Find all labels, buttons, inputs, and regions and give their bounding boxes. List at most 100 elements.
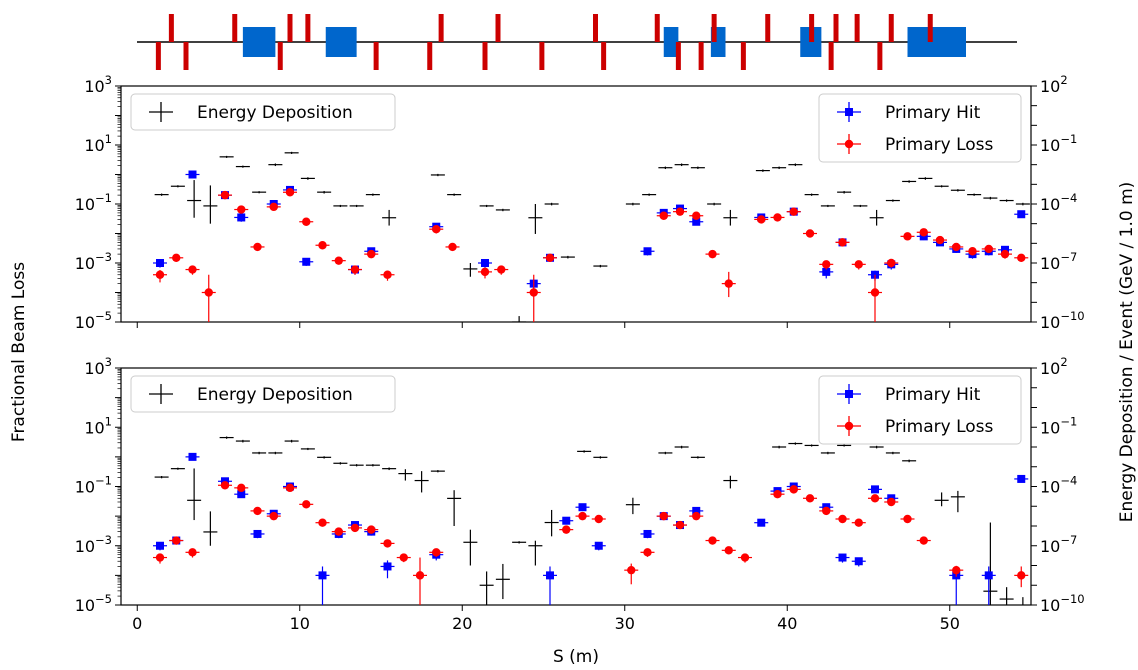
loss-point [721, 546, 736, 555]
loss-marker [952, 242, 961, 252]
loss-marker [708, 536, 717, 545]
loss-marker [740, 553, 750, 562]
loss-point [640, 548, 655, 557]
loss-point [786, 207, 801, 216]
left-tick-label: 101 [84, 132, 112, 155]
hit-marker [188, 452, 197, 461]
energy-point [788, 163, 803, 167]
quadrupole-magnet [373, 42, 379, 70]
energy-point [983, 196, 998, 200]
hit-point [981, 566, 996, 605]
dipole-magnet [325, 27, 357, 57]
quadrupole-magnet [593, 14, 598, 42]
right-tick-exponent: −1 [1060, 132, 1077, 146]
loss-marker [659, 511, 668, 521]
energy-point [885, 199, 900, 202]
loss-marker [172, 253, 181, 263]
left-tick-exponent: 1 [105, 132, 112, 146]
loss-point [169, 536, 184, 545]
hit-marker [692, 217, 701, 226]
loss-point [185, 548, 200, 558]
x-tick-label: 0 [132, 614, 142, 633]
right-tick-label: 10−10 [1040, 309, 1085, 332]
loss-marker [708, 249, 717, 259]
loss-marker [285, 483, 295, 493]
hit-marker [594, 541, 603, 550]
loss-point [916, 536, 931, 545]
energy-point [885, 451, 900, 455]
hit-marker [1017, 474, 1026, 483]
loss-marker [237, 205, 246, 214]
loss-marker [757, 215, 766, 224]
loss-marker [854, 518, 863, 527]
loss-marker [675, 520, 685, 530]
quadrupole-magnet [698, 42, 704, 70]
hit-marker [1001, 245, 1009, 254]
loss-point [981, 244, 996, 254]
hit-point [380, 560, 395, 579]
loss-marker [432, 224, 441, 234]
loss-point [429, 224, 444, 234]
loss-point [575, 511, 590, 521]
hit-point [153, 259, 167, 268]
loss-marker [318, 241, 327, 250]
hit-point [250, 529, 265, 539]
loss-point [169, 253, 184, 263]
energy-point [544, 509, 559, 537]
right-tick-label: 10−4 [1040, 191, 1077, 214]
left-tick-label: 101 [84, 414, 112, 437]
loss-point [851, 518, 866, 527]
hit-point [689, 217, 704, 226]
hit-marker [757, 518, 766, 527]
loss-marker [155, 270, 165, 279]
loss-point [900, 232, 915, 241]
loss-marker [253, 506, 262, 516]
quadrupole-magnet [654, 14, 660, 42]
legend-label: Primary Loss [885, 417, 994, 437]
energy-point [999, 587, 1014, 605]
hit-marker [188, 170, 197, 179]
energy-point [170, 467, 185, 470]
quadrupole-magnet [427, 42, 433, 70]
loss-point [445, 242, 460, 252]
energy-point [349, 464, 364, 467]
right-tick-label: 102 [1040, 73, 1068, 96]
loss-marker [627, 565, 636, 575]
energy-point [593, 456, 608, 459]
energy-point [300, 447, 315, 451]
quadrupole-magnet [277, 42, 283, 70]
left-tick-label: 103 [84, 73, 112, 96]
energy-point [674, 445, 689, 449]
right-tick-label: 10−7 [1040, 533, 1077, 556]
dipole-magnet [907, 27, 966, 57]
quadrupole-magnet [809, 14, 815, 42]
energy-point [690, 166, 705, 170]
hit-point [1014, 474, 1029, 483]
lattice-strip [137, 14, 1017, 70]
loss-marker [903, 514, 912, 524]
loss-marker [952, 565, 961, 575]
left-tick-exponent: 1 [105, 414, 112, 428]
energy-point [1022, 597, 1024, 605]
loss-point [283, 483, 297, 493]
loss-marker [285, 188, 295, 197]
loss-point [786, 485, 801, 494]
energy-point [398, 469, 413, 481]
energy-point [447, 193, 462, 196]
energy-point [902, 180, 917, 183]
left-tick-exponent: −1 [95, 191, 112, 205]
hit-point [185, 452, 200, 461]
loss-marker [334, 256, 343, 265]
x-tick-label: 20 [452, 614, 472, 633]
energy-point [463, 529, 478, 566]
right-tick-exponent: −1 [1060, 414, 1077, 428]
loss-marker [1000, 249, 1010, 259]
dipole-magnet [663, 27, 679, 57]
hit-marker [854, 557, 863, 566]
energy-point [219, 155, 234, 158]
loss-point [965, 247, 980, 256]
loss-marker [919, 228, 928, 237]
energy-point [300, 177, 315, 180]
legend-label: Primary Hit [885, 103, 981, 123]
loss-marker [692, 511, 701, 521]
